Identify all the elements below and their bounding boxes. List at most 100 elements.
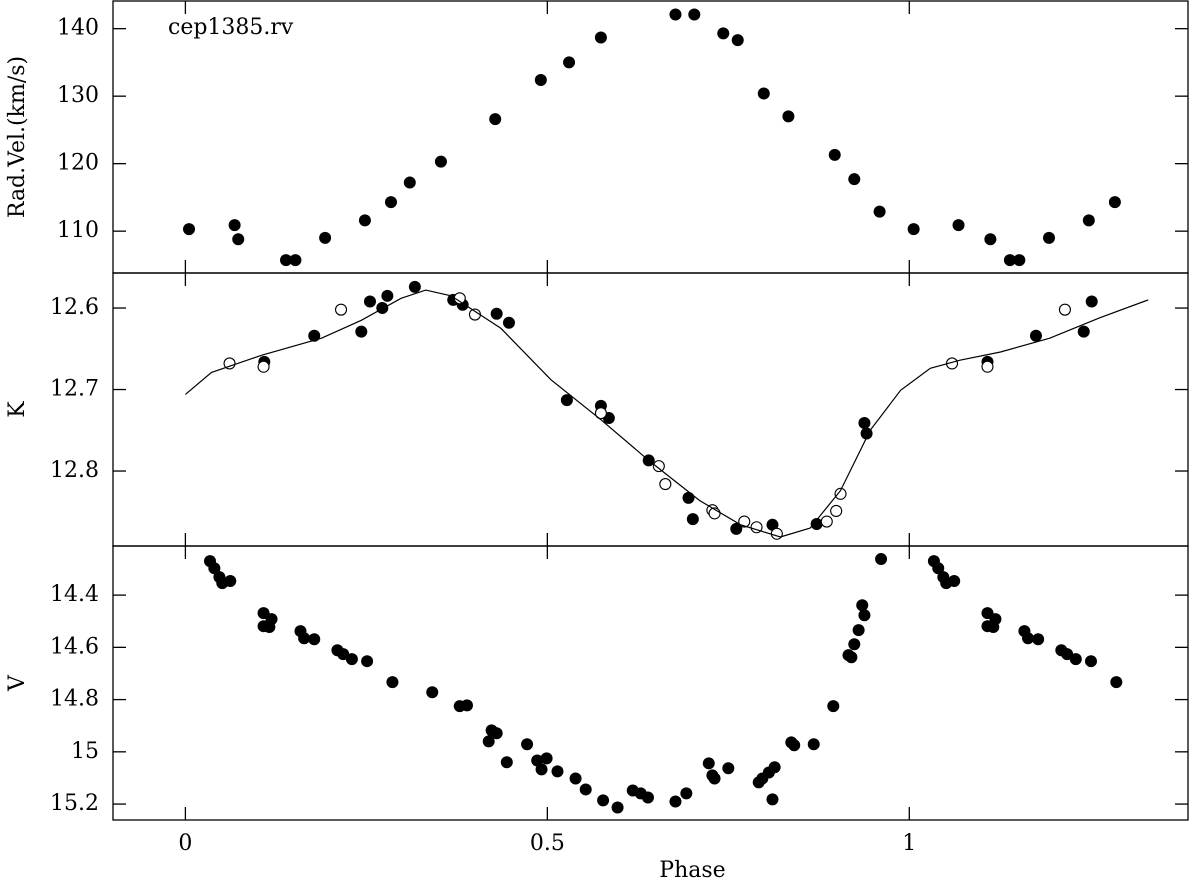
point [1084,655,1097,668]
open-point [1058,303,1071,316]
y-tick-label: 140 [57,16,99,41]
point [381,289,394,302]
point [1082,214,1095,227]
point [766,518,779,531]
y-tick-label: 130 [57,83,99,108]
y-axis-label: Rad.Vel.(km/s) [5,56,30,218]
y-tick-label: 15.2 [50,791,99,816]
point [1061,648,1074,661]
point [345,653,358,666]
point [848,173,861,186]
point [1022,632,1035,645]
point [280,254,293,267]
x-tick-label: 1 [902,831,916,856]
point [319,231,332,244]
point [1029,329,1042,342]
point [228,219,241,232]
point [788,739,801,752]
y-tick-label: 120 [57,151,99,176]
open-point [334,303,348,316]
y-axis-label: K [5,401,30,418]
point [757,87,770,100]
point [848,638,861,651]
point [408,280,421,293]
annotation: cep1385.rv [168,15,294,40]
open-point [834,487,847,500]
point [708,772,721,785]
y-tick-label: 15 [71,739,99,764]
point [731,34,744,47]
point [907,223,920,236]
point [355,325,368,338]
point [984,233,997,246]
y-tick-label: 12.6 [50,295,99,320]
point [579,783,592,796]
point [232,233,245,246]
panel-frame [112,545,1189,821]
open-point [830,504,843,518]
y-axis-label: V [5,674,30,692]
point [460,699,473,712]
point [688,8,701,21]
open-point [820,515,833,528]
point [845,651,858,664]
point [852,624,865,637]
point [1110,676,1123,689]
point [298,632,311,645]
point [1069,653,1082,666]
point [611,801,624,814]
panel-frame [112,272,1189,547]
y-tick-label: 12.8 [50,458,99,483]
y-tick-label: 14.6 [50,634,99,659]
point [208,562,221,575]
point [686,513,699,526]
point [782,110,795,123]
point [858,609,871,622]
point [560,394,573,407]
point [384,196,397,209]
open-point [594,407,607,420]
point [224,575,237,588]
open-point [257,360,270,373]
point [531,754,544,767]
point [768,761,781,774]
point [563,56,576,69]
point [1003,254,1016,267]
point [810,517,823,530]
y-tick-label: 12.7 [50,377,99,402]
point [641,791,654,804]
point [1085,295,1098,308]
point [807,738,820,751]
point [989,613,1002,626]
open-point [738,515,751,528]
y-tick-label: 110 [57,218,99,243]
point [702,757,715,770]
x-tick-label: 0 [178,831,192,856]
point [873,205,886,218]
point [502,316,515,329]
point [289,254,302,267]
point [534,73,547,86]
point [669,8,682,21]
point [489,113,502,126]
point [952,219,965,232]
point [358,214,371,227]
point [875,553,888,566]
point [183,223,196,236]
point [827,700,840,713]
point [730,522,743,535]
point [426,686,439,699]
point [569,772,582,785]
point [361,655,374,668]
point [308,633,321,646]
y-tick-label: 14.4 [50,582,99,607]
panel-frame [112,0,1189,274]
point [1077,325,1090,338]
point [1032,633,1045,646]
point [1013,254,1026,267]
open-point [659,478,672,491]
point [363,295,376,308]
point [500,756,513,769]
open-point [223,357,236,370]
